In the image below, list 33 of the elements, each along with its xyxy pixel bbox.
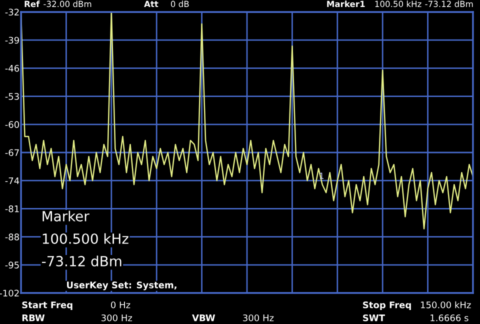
y-tick-label: -95	[5, 262, 19, 268]
annotation: UserKey Set:	[67, 282, 132, 290]
text: 0 Hz	[110, 301, 130, 308]
text: 300 Hz	[101, 314, 132, 322]
text: -32.00 dBm	[44, 0, 92, 8]
y-tick-label: -46	[5, 64, 20, 72]
text: Stop Freq	[363, 301, 411, 310]
y-tick-label: -67	[5, 149, 19, 156]
text: 300 Hz	[243, 314, 274, 322]
text: Start Freq	[22, 301, 72, 310]
text: VBW	[192, 314, 216, 322]
text: RBW	[22, 314, 45, 322]
annotation: Marker	[42, 210, 90, 222]
text: 150.00 kHz	[420, 301, 471, 308]
y-tick-label: -88	[5, 234, 19, 240]
y-tick-label: -74	[5, 177, 20, 184]
text: -73.12 dBm	[425, 0, 473, 8]
y-tick-label: -102	[0, 290, 19, 297]
annotation: System,	[136, 282, 176, 290]
text: 0 dB	[170, 0, 189, 8]
text: SWT	[363, 314, 385, 322]
annotation: -73.12 dBm	[42, 256, 122, 266]
y-tick-label: -39	[5, 36, 19, 44]
y-tick-label: -32	[5, 8, 19, 16]
y-tick-label: -60	[5, 121, 20, 128]
text: 1.6666 s	[430, 314, 468, 322]
text: Marker1	[327, 0, 365, 8]
text: 100.50 kHz	[375, 0, 422, 8]
text: Att	[144, 0, 158, 7]
y-tick-label: -81	[5, 205, 19, 212]
y-tick-label: -53	[5, 93, 19, 100]
annotation: 100.500 kHz	[42, 233, 128, 244]
text: Ref	[24, 0, 40, 8]
